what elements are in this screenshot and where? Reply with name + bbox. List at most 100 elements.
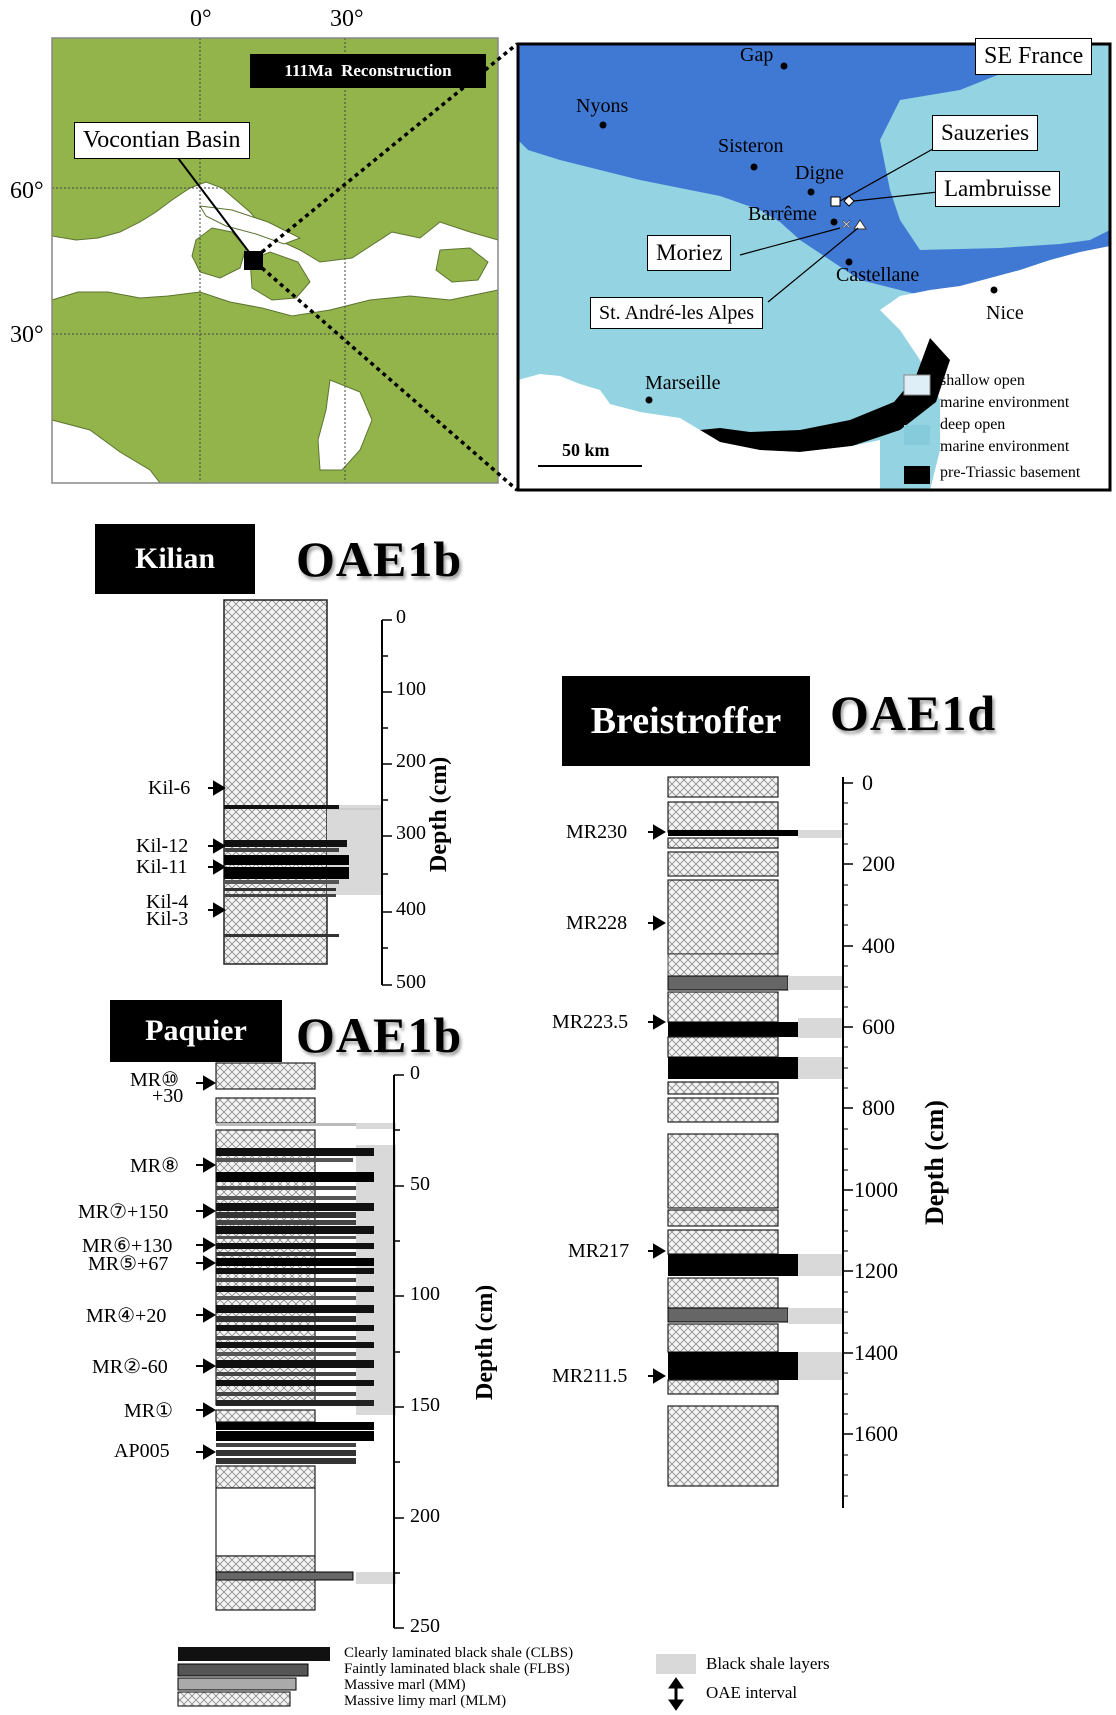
paquier-sample-mr6: MR⑥+130 [82,1235,173,1257]
lat-label-60: 60° [10,178,44,204]
site-sauzeries: Sauzeries [932,115,1039,151]
legend-clbs: Clearly laminated black shale (CLBS) [344,1645,574,1661]
kilian-tick-500: 500 [396,971,426,993]
kilian-sample-kil-12: Kil-12 [136,835,189,857]
kilian-axis-ticks [382,619,392,986]
lambruisse-symbol [843,195,855,207]
st-andre-symbol [853,219,867,230]
paquier-sample-mr1: MR① [124,1400,174,1422]
sauzeries-symbol [830,196,841,207]
vocontian-basin-marker [244,251,263,270]
paquier-sample-mr8: MR⑧ [130,1155,180,1177]
kilian-tick-0: 0 [396,606,406,628]
world-map-sea-channels [51,205,373,484]
breistroffer-sample-mr228: MR228 [566,912,628,934]
coast-land-east [880,246,1110,490]
town-gap: Gap [740,44,774,66]
kilian-sample-kil-4: Kil-4 [146,891,189,913]
legend-black-shale-layers: Black shale layers [706,1654,830,1673]
legend-deep-line1: deep open [940,416,1006,433]
breistroffer-event: OAE1d [830,685,997,741]
lon-label-0: 0° [190,6,212,32]
oae-interval-arrow-icon [668,1677,684,1711]
town-barreme: Barrême [748,203,817,225]
legend-basement: pre-Triassic basement [940,464,1081,481]
legend-oae-interval: OAE interval [706,1683,798,1702]
paquier-sample-mr10: MR⑩ [130,1069,180,1091]
legend-swatch-deep [904,425,930,445]
site-lambruisse: Lambruisse [935,171,1061,207]
paquier-layers [216,1148,374,1406]
moriez-symbol: ✕ [841,217,852,232]
kilian-tick-200: 200 [396,750,426,772]
paquier-tick-100: 100 [410,1283,440,1305]
kilian-event: OAE1b [296,531,463,587]
site-moriez: Moriez [647,235,732,271]
paquier-sample-mr5: MR⑤+67 [88,1253,169,1275]
kilian-column [223,599,392,986]
legend-mm: Massive marl (MM) [344,1677,466,1693]
breistroffer-tick-1400: 1400 [854,1340,898,1365]
breistroffer-column [667,776,853,1508]
paquier-tick-0: 0 [410,1062,420,1084]
kilian-sample-kil-3: Kil-3 [146,908,189,930]
town-marseille: Marseille [645,372,721,394]
town-sisteron: Sisteron [718,135,784,157]
world-map [51,37,519,492]
town-nyons: Nyons [576,95,629,117]
breistroffer-tick-1000: 1000 [854,1177,898,1202]
vocontian-basin-label: Vocontian Basin [74,122,250,160]
breistroffer-axis-ticks [843,782,853,1435]
legend-deep-line2: marine environment [940,438,1070,455]
legend-swatch-basement [904,466,930,484]
kilian-tick-300: 300 [396,822,426,844]
site-leader-lines [739,144,941,303]
basin-leader-line [177,157,253,257]
breistroffer-tick-600: 600 [862,1014,895,1039]
paquier-sample-ap005: AP005 [114,1440,170,1462]
paquier-axis-ticks [394,1074,404,1629]
breistroffer-tick-1200: 1200 [854,1258,898,1283]
kilian-title: Kilian [95,524,255,594]
breistroffer-sample-mr217: MR217 [568,1240,630,1262]
kilian-tick-100: 100 [396,678,426,700]
legend-swatch-shallow [903,374,931,396]
kilian-sample-kil-11: Kil-11 [136,856,188,878]
breistroffer-sample-mr223-5: MR223.5 [552,1011,629,1033]
paquier-sample-plus30: +30 [152,1085,184,1107]
breistroffer-tick-200: 200 [862,851,895,876]
reconstruction-label: 111Ma Reconstruction [250,54,486,88]
breistroffer-axis-label: Depth (cm) [920,1100,949,1225]
pre-triassic-basement [700,338,950,452]
site-st-andre: St. André-les Alpes [590,297,763,329]
breistroffer-tick-400: 400 [862,933,895,958]
sample-arrows [196,780,666,1460]
paquier-axis-label: Depth (cm) [472,1284,498,1400]
paquier-title: Paquier [110,1000,282,1062]
scale-label: 50 km [562,440,610,460]
paquier-tick-150: 150 [410,1394,440,1416]
paquier-event: OAE1b [296,1007,463,1063]
lithology-legend [177,1647,696,1711]
world-map-land [51,37,499,484]
lat-label-30: 30° [10,322,44,348]
legend-mlm: Massive limy marl (MLM) [344,1693,507,1709]
coast-land-southwest [518,374,880,490]
paquier-tick-200: 200 [410,1505,440,1527]
kilian-tick-400: 400 [396,898,426,920]
deep-basin-area [518,44,1110,330]
town-nice: Nice [986,302,1024,324]
legend-shallow-line2: marine environment [940,394,1070,411]
breistroffer-sample-mr211-5: MR211.5 [552,1365,628,1387]
legend-flbs: Faintly laminated black shale (FLBS) [344,1661,570,1677]
legend-shallow-line1: shallow open [940,372,1025,389]
breistroffer-title: Breistroffer [562,676,810,766]
town-dots [599,62,998,404]
kilian-axis-label: Depth (cm) [426,756,452,872]
paquier-tick-50: 50 [410,1173,430,1195]
lon-label-30: 30° [330,6,364,32]
town-castellane: Castellane [836,264,920,286]
paquier-sample-mr7: MR⑦+150 [78,1201,169,1223]
paquier-column [215,1062,404,1629]
